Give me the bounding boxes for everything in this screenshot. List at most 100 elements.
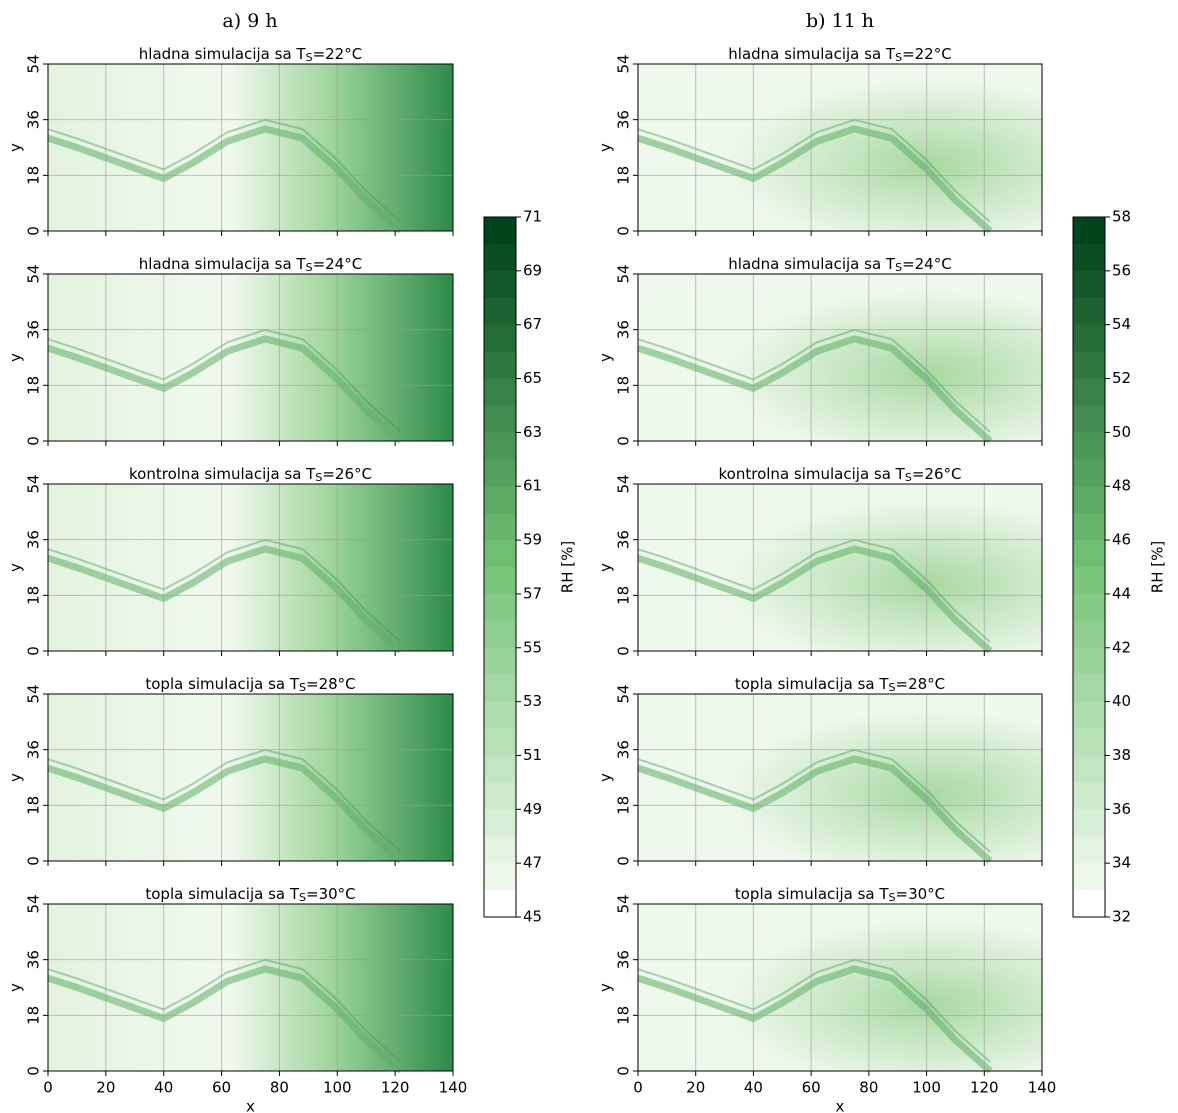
panel-title-part: =22°C: [902, 45, 952, 63]
colorbar-band: [1073, 863, 1105, 891]
heatmap-field: [638, 904, 1042, 1071]
panel-frame: [47, 693, 454, 862]
colorbar-band: [1073, 593, 1105, 622]
y-tick-label: 18: [615, 1006, 633, 1025]
y-tick-label: 36: [25, 740, 43, 759]
colorbar-band: [1073, 620, 1105, 649]
colorbar-band: [1073, 405, 1105, 433]
panel-frame: [637, 903, 1043, 1072]
x-tick-label: 0: [633, 1079, 643, 1097]
panel-frame: [47, 903, 454, 1072]
colorbar-band: [484, 701, 516, 730]
colorbar-tick-label: 42: [1112, 638, 1131, 656]
colorbar-frame: [1072, 216, 1106, 918]
panel-title: topla simulacija sa TS=30°C: [145, 885, 355, 905]
x-tick-label: 40: [154, 1079, 173, 1097]
panel-frame: [47, 483, 454, 652]
colorbar-tick-label: 59: [523, 531, 542, 549]
colorbar-band: [1073, 297, 1105, 326]
y-axis-label: y: [597, 563, 615, 572]
panel-title: topla simulacija sa TS=30°C: [735, 885, 945, 905]
y-tick-label: 54: [615, 684, 633, 703]
x-tick-label: 60: [802, 1079, 821, 1097]
y-tick-label: 0: [615, 226, 633, 236]
colorbar-tick-label: 58: [1112, 208, 1131, 226]
x-tick-label: 100: [323, 1079, 352, 1097]
y-tick-label: 36: [615, 110, 633, 129]
y-tick-label: 54: [25, 474, 43, 493]
panel-title: hladna simulacija sa TS=22°C: [139, 45, 362, 65]
y-tick-label: 0: [25, 1066, 43, 1076]
heatmap-field: [48, 904, 453, 1071]
column-title: a) 9 h: [222, 10, 277, 32]
colorbar-band: [1073, 243, 1105, 272]
y-tick-label: 54: [25, 894, 43, 913]
colorbar-tick-label: 47: [523, 854, 542, 872]
colorbar-band: [1073, 755, 1105, 783]
panel-title-part: =28°C: [306, 675, 356, 693]
panel-title-part: hladna simulacija sa T: [139, 255, 307, 273]
x-tick-label: 0: [43, 1079, 53, 1097]
colorbar-tick-label: 71: [523, 208, 542, 226]
heatmap-field: [48, 274, 453, 441]
y-tick-label: 0: [25, 856, 43, 866]
x-tick-label: 20: [96, 1079, 115, 1097]
colorbar-tick-label: 44: [1112, 584, 1131, 602]
colorbar-band: [1073, 324, 1105, 353]
colorbar-band: [484, 863, 516, 891]
panel-title-part: topla simulacija sa T: [735, 885, 889, 903]
colorbar-band: [484, 728, 516, 756]
panel-frame: [47, 63, 454, 232]
panel-title-part: =24°C: [313, 255, 363, 273]
y-tick-label: 36: [615, 740, 633, 759]
x-tick-label: 80: [859, 1079, 878, 1097]
colorbar-tick-label: 49: [523, 800, 542, 818]
panel-title-part: S: [889, 681, 896, 694]
colorbar-band: [1073, 351, 1105, 380]
y-tick-label: 18: [615, 166, 633, 185]
heatmap-field: [48, 694, 453, 861]
panel-title: topla simulacija sa TS=28°C: [735, 675, 945, 695]
panel-frame: [637, 273, 1043, 442]
y-tick-label: 36: [615, 320, 633, 339]
y-tick-label: 54: [615, 474, 633, 493]
heatmap-field: [638, 484, 1042, 651]
panel-title-part: S: [889, 891, 896, 904]
panel-title: kontrolna simulacija sa TS=26°C: [719, 465, 962, 485]
panel-title-part: S: [895, 51, 902, 64]
colorbar-band: [484, 486, 516, 514]
panel-title: topla simulacija sa TS=28°C: [145, 675, 355, 695]
panel-frame: [637, 693, 1043, 862]
x-tick-label: 100: [912, 1079, 941, 1097]
colorbar-label: RH [%]: [559, 541, 577, 593]
colorbar-band: [1073, 647, 1105, 676]
colorbar-band: [1073, 836, 1105, 864]
colorbar-band: [1073, 378, 1105, 406]
colorbar-tick-label: 46: [1112, 531, 1131, 549]
colorbar-band: [1073, 782, 1105, 810]
y-tick-label: 0: [25, 436, 43, 446]
column-title: b) 11 h: [806, 10, 874, 32]
panel-title-part: =28°C: [896, 675, 946, 693]
panel-title-part: hladna simulacija sa T: [728, 45, 896, 63]
colorbar-tick-label: 67: [523, 315, 542, 333]
panel-title-part: topla simulacija sa T: [145, 885, 299, 903]
y-axis-label: y: [597, 773, 615, 782]
panel-title-part: S: [299, 891, 306, 904]
colorbar-band: [1073, 486, 1105, 514]
colorbar-band: [484, 297, 516, 326]
colorbar-band: [484, 459, 516, 487]
y-tick-label: 18: [615, 796, 633, 815]
y-axis-label: y: [7, 983, 25, 992]
colorbar-tick-label: 51: [523, 746, 542, 764]
y-tick-label: 0: [25, 646, 43, 656]
panel-title-part: kontrolna simulacija sa T: [719, 465, 906, 483]
colorbar-tick-label: 32: [1112, 908, 1131, 926]
colorbar-tick-label: 55: [523, 638, 542, 656]
colorbar-band: [1073, 270, 1105, 299]
y-axis-label: y: [7, 353, 25, 362]
panel-title: hladna simulacija sa TS=24°C: [728, 255, 951, 275]
colorbar-band: [484, 351, 516, 380]
x-tick-label: 120: [970, 1079, 999, 1097]
x-tick-label: 60: [212, 1079, 231, 1097]
